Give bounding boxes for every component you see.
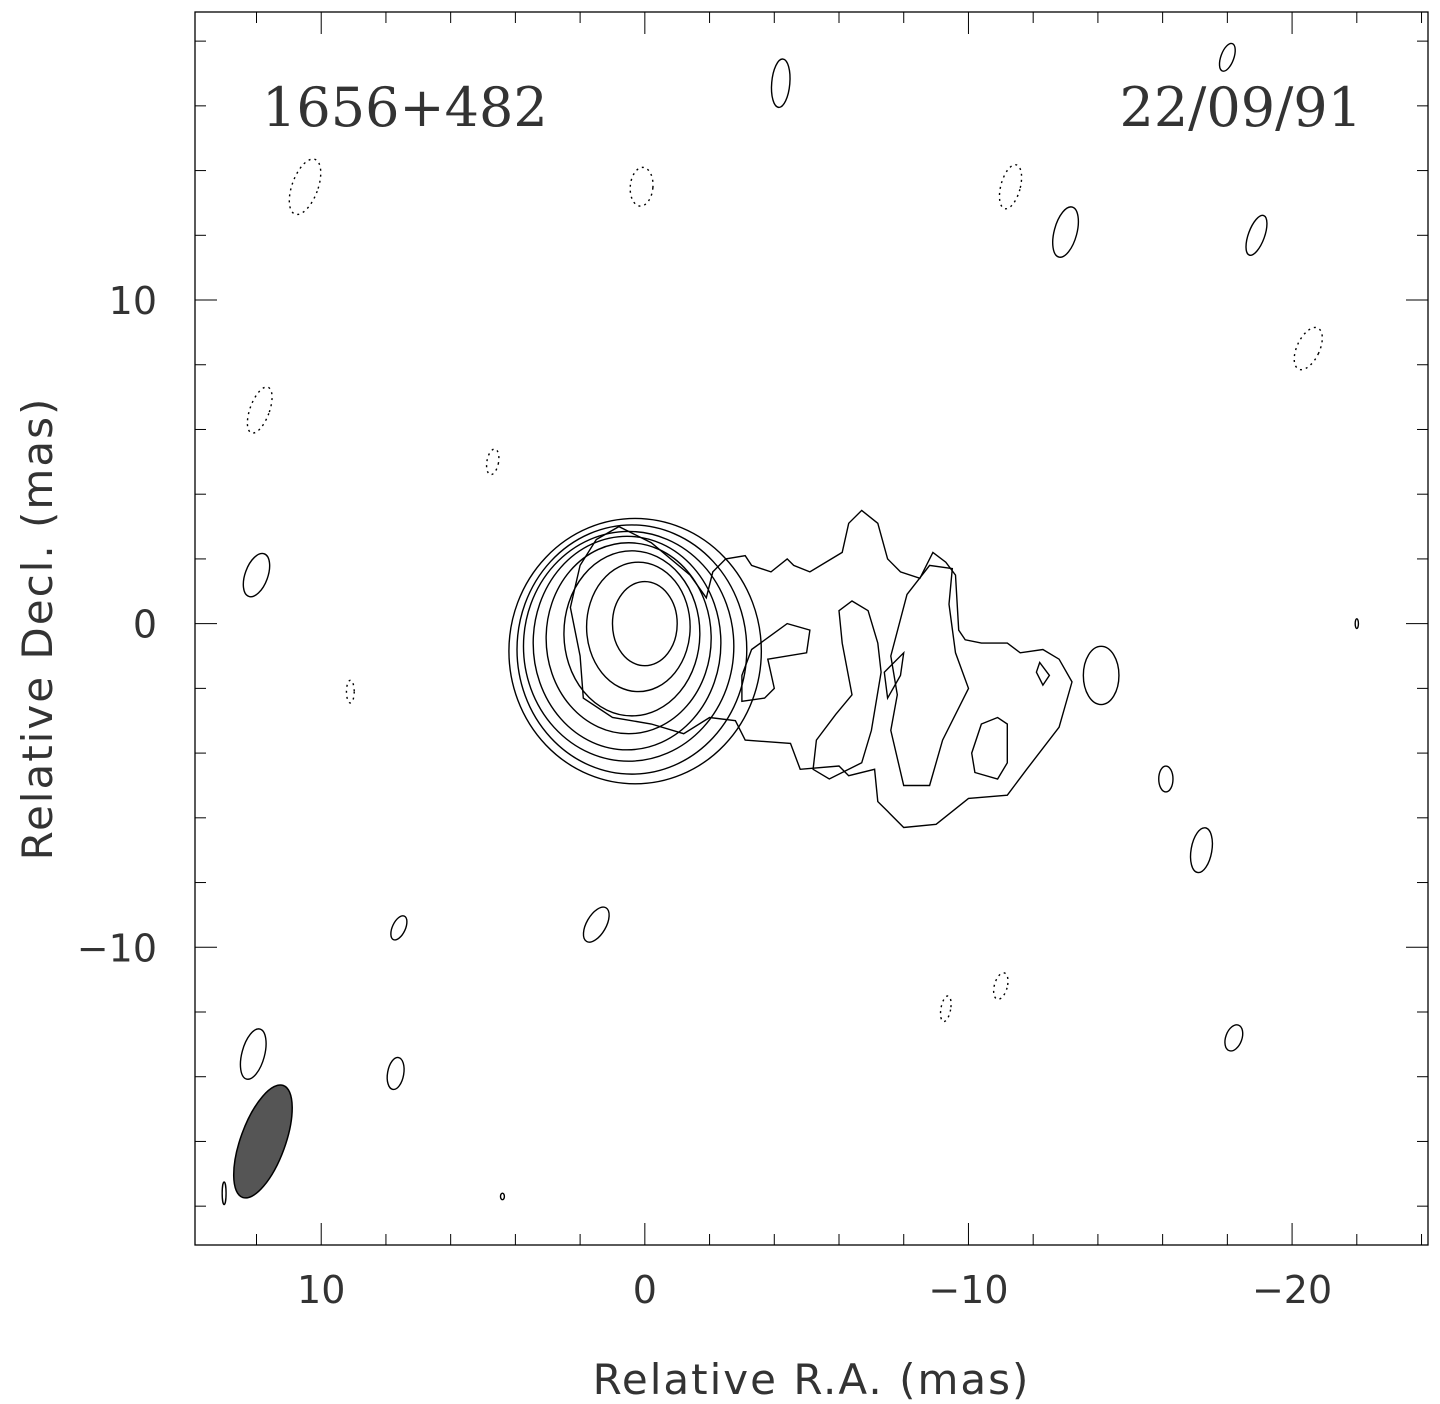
positive-island-contour — [1354, 618, 1360, 630]
core-contour — [508, 517, 763, 785]
negative-island-contour — [1293, 326, 1323, 371]
jet-knot-contour — [970, 716, 1008, 780]
contour-layer — [221, 42, 1360, 1206]
negative-island-contour — [992, 972, 1009, 1001]
plot-frame — [194, 11, 1429, 1246]
negative-island-contour — [246, 386, 273, 434]
positive-island-contour — [1218, 42, 1236, 72]
core-contour — [611, 580, 678, 667]
y-axis-label: Relative Decl. (mas) — [13, 397, 62, 861]
positive-island-contour — [1052, 206, 1080, 258]
jet-knot-contour — [883, 650, 905, 701]
negative-island-contour — [288, 158, 322, 216]
source-label: 1656+482 — [262, 76, 548, 139]
positive-island-contour — [770, 58, 791, 109]
jet-knot-contour — [812, 600, 882, 780]
jet-knot-contour — [741, 622, 811, 703]
jet-knot-contour — [1035, 661, 1051, 687]
positive-island-contour — [1245, 214, 1268, 256]
core-contour — [522, 530, 735, 762]
x-tick-label: 0 — [633, 1268, 657, 1312]
positive-island-contour — [1189, 827, 1214, 874]
tick-layer — [195, 12, 1428, 1245]
y-tick-label: 0 — [133, 603, 157, 647]
positive-island-contour — [390, 915, 408, 941]
negative-island-contour — [998, 164, 1023, 210]
jet-outer-contour — [569, 509, 1073, 829]
x-tick-label: −10 — [928, 1268, 1008, 1312]
negative-island-contour — [629, 166, 654, 207]
core-contour — [585, 561, 691, 693]
y-tick-label: −10 — [77, 926, 157, 970]
positive-island-contour — [221, 1181, 227, 1206]
positive-island-contour — [1158, 765, 1174, 793]
tick-label-layer: 10 0 −10 −20 10 0 −10 — [77, 279, 1332, 1312]
positive-island-contour — [239, 1028, 267, 1080]
negative-island-contour — [485, 448, 500, 476]
x-axis-label: Relative R.A. (mas) — [593, 1355, 1031, 1404]
y-tick-label: 10 — [109, 279, 157, 323]
jet-inner-contour — [890, 564, 970, 787]
positive-island-contour — [242, 552, 271, 598]
x-tick-label: 10 — [297, 1268, 345, 1312]
negative-island-contour — [939, 995, 952, 1023]
date-label: 22/09/91 — [1119, 76, 1362, 139]
core-contour — [545, 542, 712, 735]
positive-island-contour — [1082, 645, 1120, 706]
positive-island-contour — [499, 1192, 506, 1201]
positive-island-contour — [1224, 1024, 1244, 1052]
beam-ellipse — [232, 1084, 293, 1199]
core-contour — [563, 550, 701, 717]
positive-island-contour — [386, 1056, 405, 1091]
core-contour — [532, 535, 722, 751]
core-contour — [516, 524, 748, 775]
x-tick-label: −20 — [1252, 1268, 1332, 1312]
positive-island-contour — [582, 906, 610, 943]
negative-island-contour — [345, 679, 355, 704]
